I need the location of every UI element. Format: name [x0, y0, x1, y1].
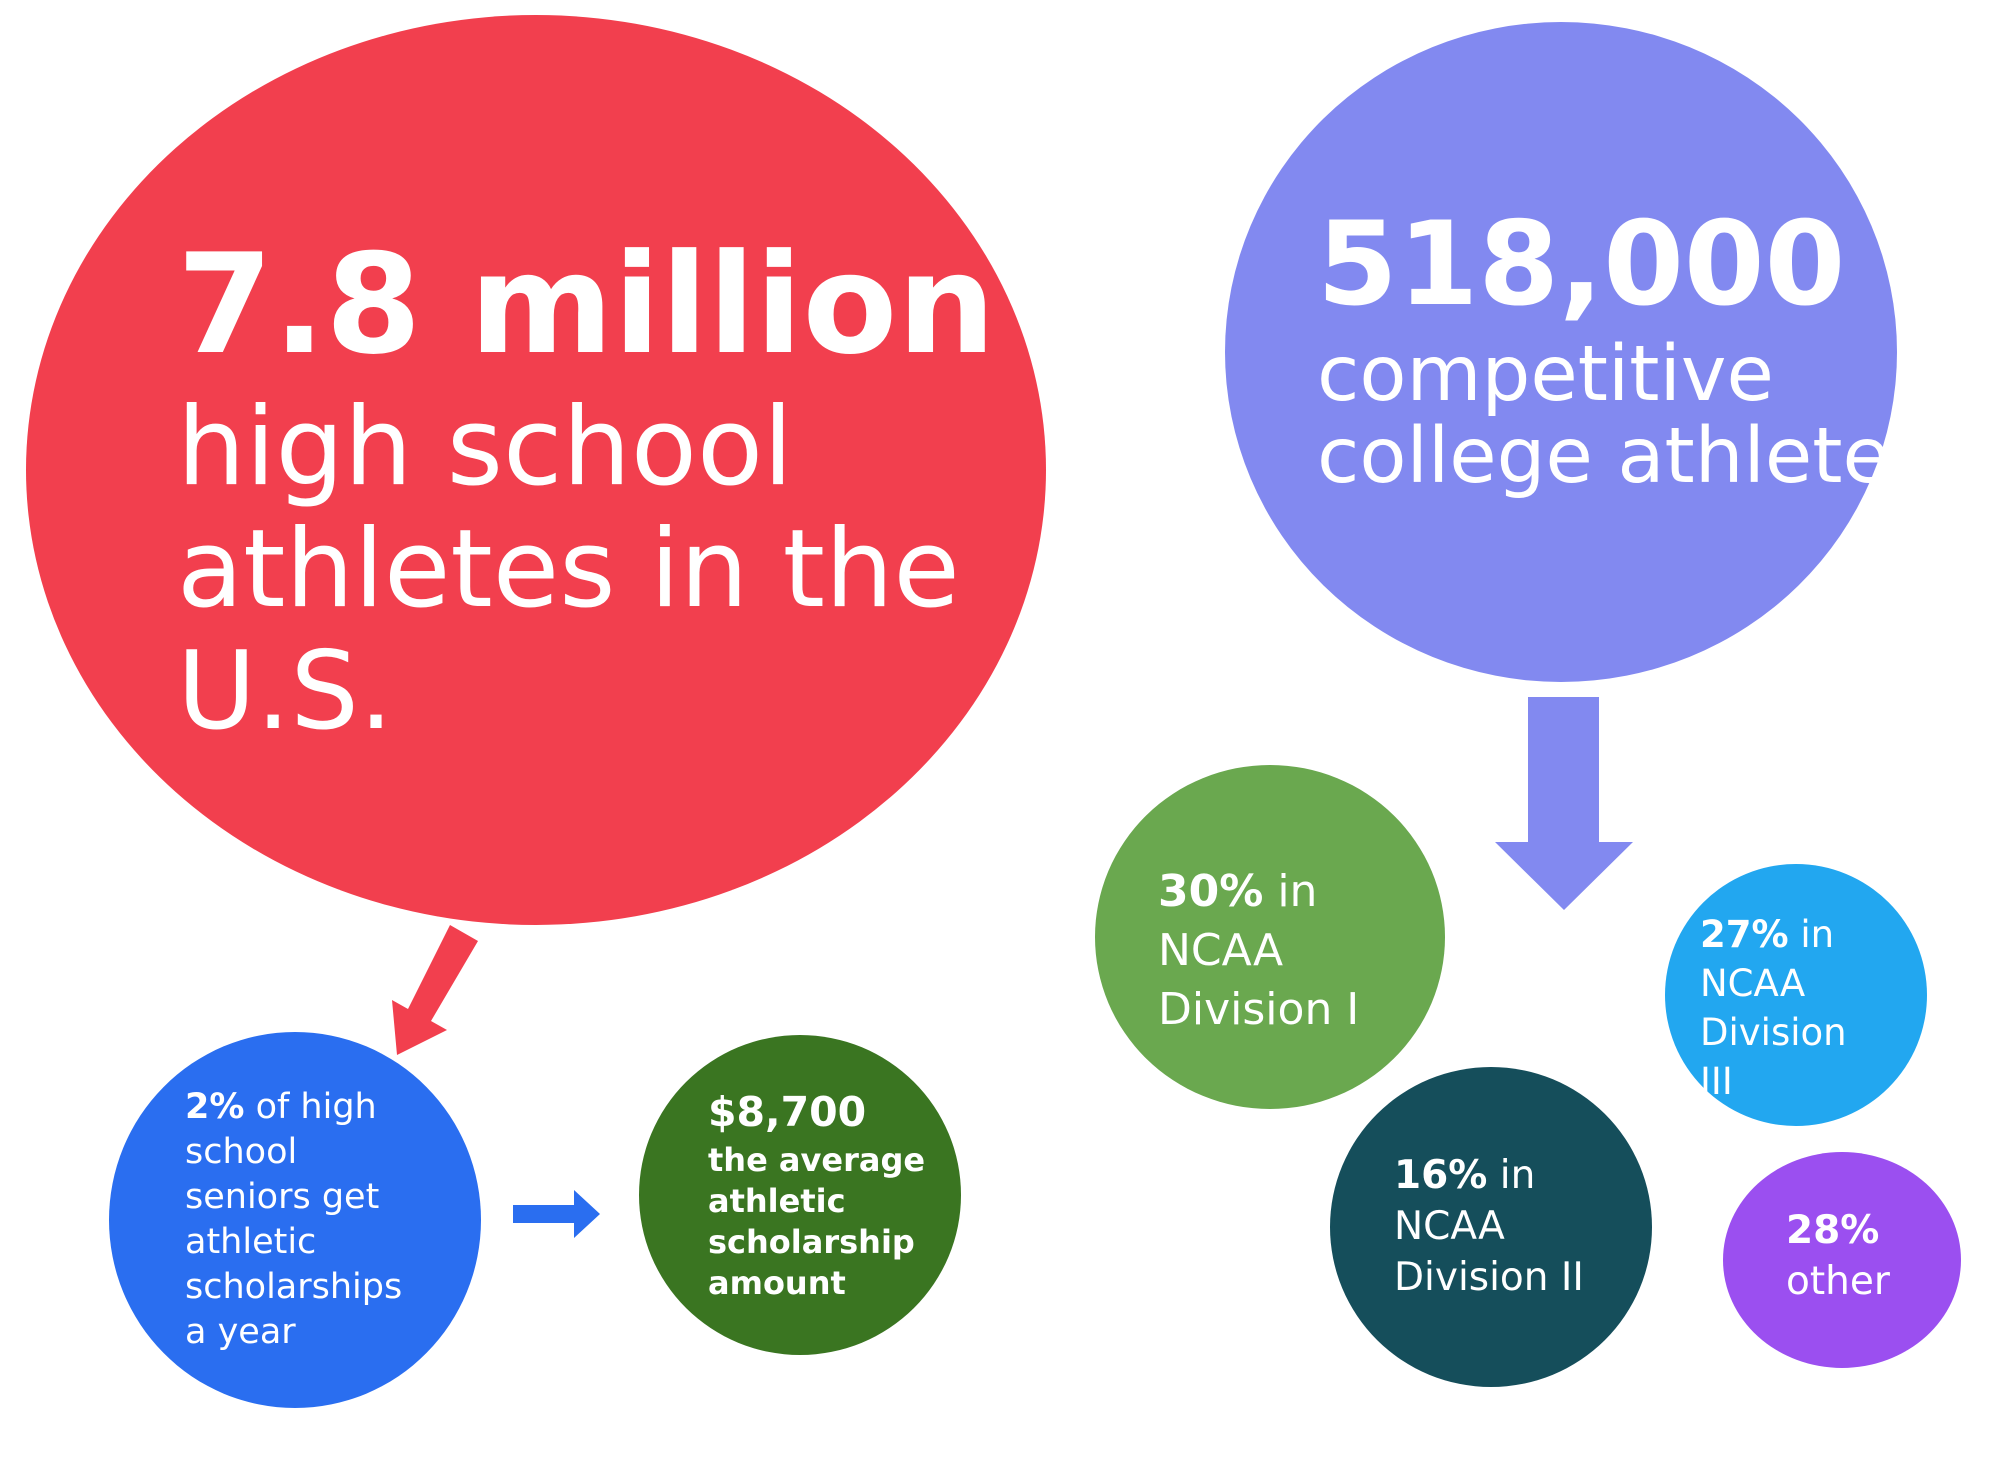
highlight: athletic — [708, 1181, 846, 1220]
text-line: Division — [1700, 1011, 1847, 1054]
highlight: 30% — [1158, 866, 1264, 917]
text-line: amount — [708, 1263, 925, 1304]
highlight: 16% — [1394, 1153, 1488, 1198]
text-line: 27% in — [1700, 910, 1847, 959]
text-line: athletic — [185, 1222, 317, 1262]
bubble-text: 27% in NCAA Division III — [1700, 910, 1847, 1106]
text: in — [1800, 913, 1835, 956]
text-line: 2% of high — [185, 1085, 402, 1130]
text-line: athletic — [708, 1181, 925, 1222]
arrow-red — [392, 925, 478, 1055]
text-line: 30% in — [1158, 862, 1359, 921]
bubble — [109, 1032, 481, 1408]
text-line: other — [1786, 1259, 1890, 1304]
highlight: amount — [708, 1263, 846, 1302]
bubble — [1225, 22, 1897, 682]
text-line: seniors get — [185, 1177, 380, 1217]
bubble — [1665, 864, 1927, 1126]
arrow-blue — [513, 1190, 600, 1238]
text-line: scholarships — [185, 1267, 403, 1307]
text-line: competitive — [1317, 329, 1774, 419]
highlight: 2% — [185, 1087, 245, 1127]
text-line: 518,000 — [1317, 200, 1930, 330]
bubble-text: 28% other — [1786, 1205, 1890, 1307]
text-line: Division II — [1394, 1255, 1584, 1300]
text-line: $8,700 — [708, 1088, 925, 1136]
highlight: $8,700 — [708, 1088, 867, 1136]
text-line: NCAA — [1700, 962, 1806, 1005]
bubble — [1330, 1067, 1652, 1387]
bubble-text: 2% of high school seniors get athletic schol… — [185, 1085, 402, 1355]
text-line: 28% — [1786, 1205, 1890, 1256]
bubble-text: $8,700 the average athletic scholarship amou… — [708, 1088, 925, 1304]
arrow-purple — [1495, 697, 1633, 910]
bubble — [1095, 765, 1445, 1109]
highlight: 518,000 — [1317, 197, 1846, 332]
text-line: scholarship — [708, 1222, 925, 1263]
text-line: a year — [185, 1312, 296, 1352]
text: in — [1277, 866, 1318, 917]
bubble-text: 518,000 competitive college athletes — [1317, 200, 1930, 498]
text: of high — [255, 1087, 377, 1127]
text-line: 16% in — [1394, 1150, 1584, 1201]
text-line: III — [1700, 1060, 1733, 1103]
text-line: U.S. — [177, 628, 394, 754]
text-line: 7.8 million — [177, 227, 996, 383]
highlight: 7.8 million — [177, 224, 996, 385]
bubble-text: 7.8 million high school athletes in the U.S… — [177, 227, 996, 754]
text: in — [1499, 1153, 1536, 1198]
text-line: NCAA — [1394, 1204, 1505, 1249]
highlight: 28% — [1786, 1208, 1880, 1253]
highlight: the average — [708, 1140, 926, 1179]
text-line: Division I — [1158, 984, 1360, 1035]
text-line: NCAA — [1158, 925, 1284, 976]
text-line: athletes in the — [177, 506, 960, 632]
text-line: school — [185, 1132, 298, 1172]
bubble-text: 16% in NCAA Division II — [1394, 1150, 1584, 1303]
text-line: the average — [708, 1140, 925, 1181]
text-line: high school — [177, 384, 794, 510]
bubble — [26, 15, 1046, 925]
highlight: scholarship — [708, 1222, 915, 1261]
highlight: 27% — [1700, 913, 1789, 956]
text-line: college athletes — [1317, 411, 1930, 501]
bubble — [639, 1035, 961, 1355]
bubble-text: 30% in NCAA Division I — [1158, 862, 1359, 1039]
bubble — [1723, 1152, 1961, 1368]
